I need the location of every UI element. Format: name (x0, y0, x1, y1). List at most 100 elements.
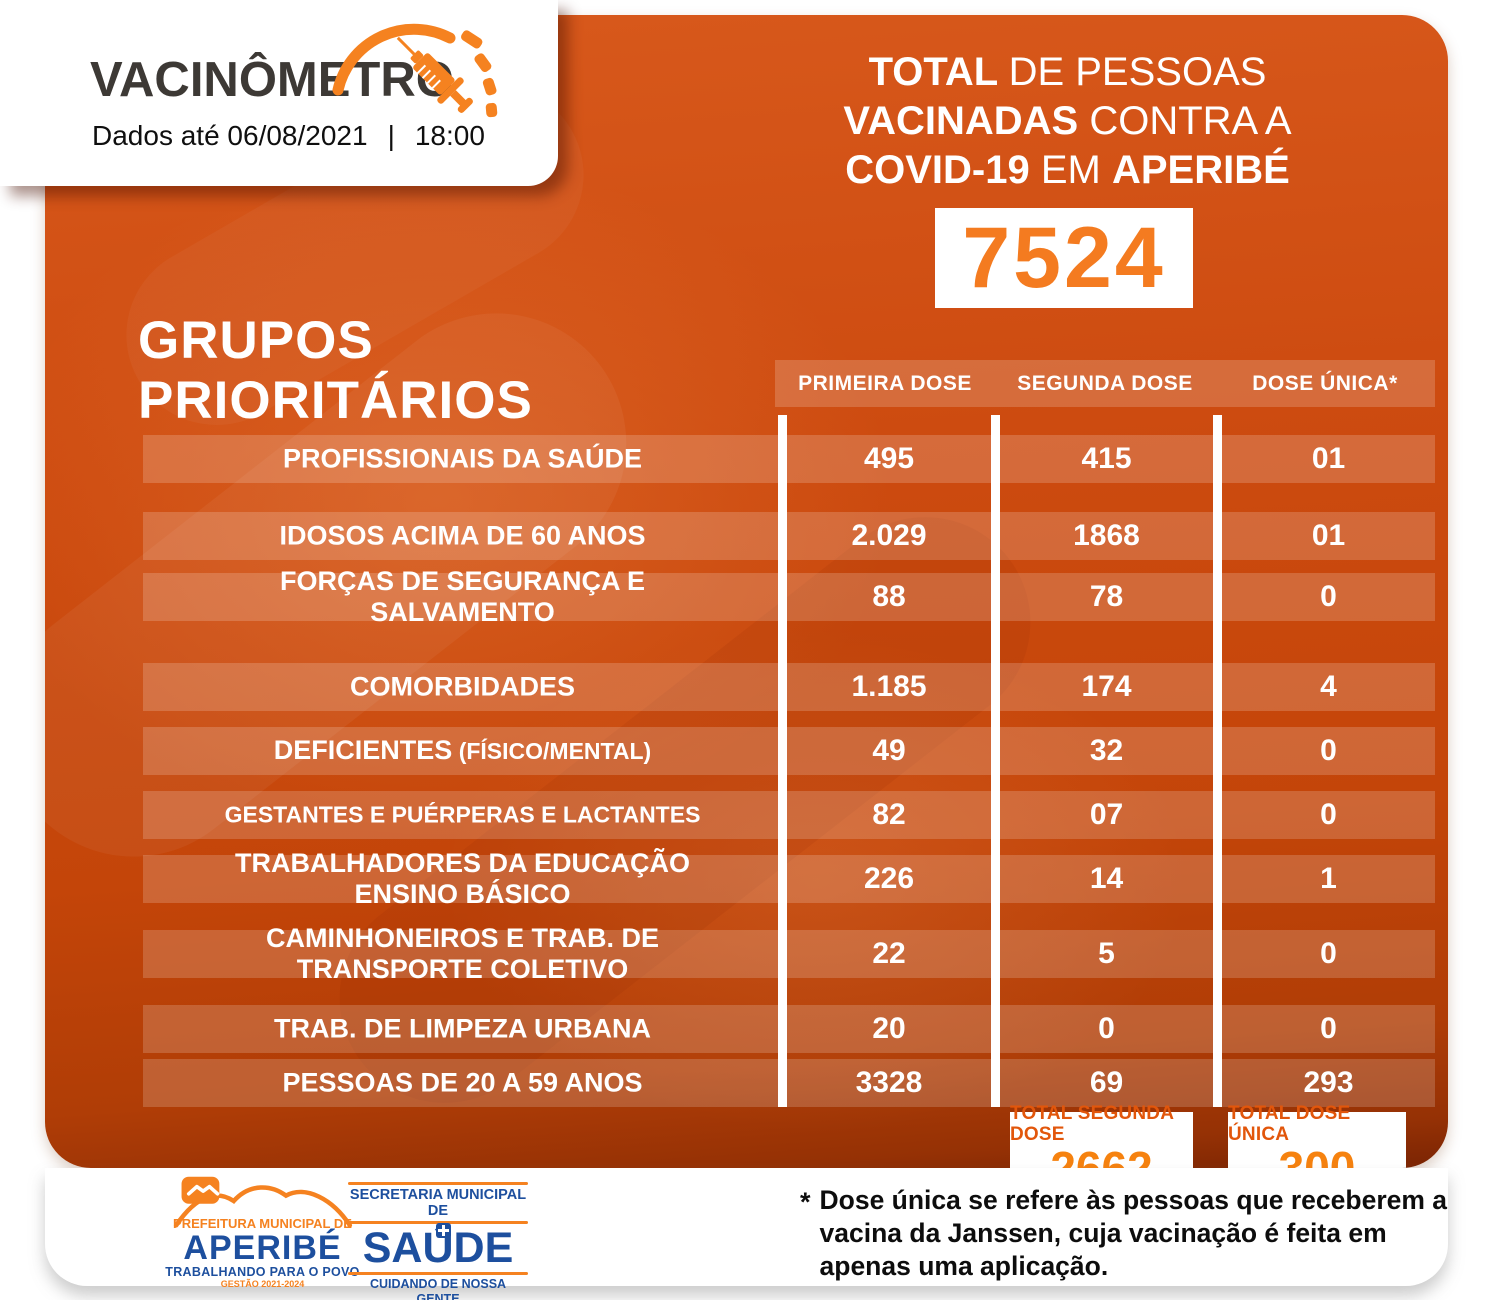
footnote-prefix: Dose única se refere às pessoas que rece… (819, 1185, 1448, 1248)
prefeitura-term: GESTÃO 2021-2024 (220, 1279, 305, 1289)
table-row-label: IDOSOS ACIMA DE 60 ANOS (140, 521, 785, 552)
footnote-text: Dose única se refere às pessoas que rece… (820, 1184, 1455, 1283)
column-divider (1213, 415, 1222, 1107)
table-row-label-line: GESTANTES E PUÉRPERAS E LACTANTES (224, 801, 701, 828)
table-row-label: TRABALHADORES DA EDUCAÇÃO ENSINO BÁSICO (140, 848, 785, 910)
orange-rule (348, 1272, 528, 1275)
prefeitura-line1: PREFEITURA MUNICIPAL DE (173, 1216, 352, 1231)
table-cell-value: 5 (1098, 937, 1115, 970)
table-cell-value: 1868 (1073, 519, 1140, 552)
table-cell-value: 78 (1089, 580, 1124, 613)
table-cell-value: 495 (863, 442, 915, 475)
table-row-label: CAMINHONEIROS E TRAB. DE TRANSPORTE COLET… (140, 923, 785, 985)
saude-slogan: CUIDANDO DE NOSSA GENTE (369, 1277, 507, 1300)
total-box-label: TOTAL DOSE ÚNICA (1228, 1103, 1351, 1145)
total-vaccinated-box: 7524 (935, 208, 1193, 308)
table-cell-value: 174 (1081, 670, 1132, 703)
date-text: Dados até 06/08/2021 (92, 120, 368, 151)
table-row-label-line: SALVAMENTO (370, 597, 555, 627)
table-row-label-line: COMORBIDADES (349, 671, 575, 702)
table-cell-value: 293 (1303, 1066, 1354, 1099)
saude-logo: SECRETARIA MUNICIPAL DE SAÚDE CUIDANDO D… (348, 1180, 528, 1300)
saude-name: SAÚDE (348, 1223, 528, 1270)
table-cell-value: 49 (872, 734, 906, 767)
table-row-label: TRAB. DE LIMPEZA URBANA (140, 1014, 785, 1045)
main-title-segment: VACINADAS (843, 99, 1090, 143)
orange-panel: TOTAL DE PESSOAS VACINADAS CONTRA A COVID-… (45, 15, 1448, 1168)
column-header: PRIMEIRA DOSE (798, 371, 972, 395)
table-row-label-paren: (FÍSICO/MENTAL) (452, 738, 652, 764)
column-divider (778, 415, 787, 1107)
main-title-segment: CONTRA A (1089, 99, 1292, 143)
table-cell-value: 0 (1320, 580, 1337, 613)
orange-rule (348, 1221, 528, 1224)
table-cell-value: 226 (863, 862, 915, 895)
total-box-label: TOTAL SEGUNDA DOSE (1010, 1103, 1174, 1145)
table-cell-value: 0 (1320, 937, 1337, 970)
table-cell-value: 415 (1081, 442, 1132, 475)
main-title-line: COVID-19 EM APERIBÉ (790, 146, 1345, 195)
table-cell-value: 1 (1320, 862, 1337, 895)
prefeitura-logo: PREFEITURA MUNICIPAL DE APERIBÉ TRABALHA… (160, 1174, 365, 1290)
total-box-value: 300 (1278, 1142, 1356, 1168)
table-cell-value: 3328 (855, 1066, 923, 1099)
table-row-label-line: PESSOAS DE 20 A 59 ANOS (282, 1067, 643, 1098)
table-cell-value: 69 (1089, 1066, 1124, 1099)
table-row-label: GESTANTES E PUÉRPERAS E LACTANTES (140, 800, 785, 831)
table-row-label: PROFISSIONAIS DA SAÚDE (140, 444, 785, 475)
column-header: SEGUNDA DOSE (1017, 371, 1193, 395)
total-box-dose-unica: TOTAL DOSE ÚNICA 300 (1228, 1103, 1406, 1168)
column-divider (991, 415, 1000, 1107)
footnote-asterisk: * (800, 1187, 811, 1217)
table-row-label-line: DEFICIENTES (273, 735, 453, 765)
table-row-label-line: ENSINO BÁSICO (354, 879, 571, 909)
main-title-segment: EM (1040, 148, 1112, 192)
table-row-label: COMORBIDADES (140, 672, 785, 703)
total-vaccinated-value: 7524 (962, 209, 1166, 306)
table-row-label: PESSOAS DE 20 A 59 ANOS (140, 1068, 785, 1099)
data-date-line: Dados até 06/08/2021 | 18:00 (92, 120, 485, 152)
logo-card: VACINÔMETRO Dados até 06/08/2021 | 18:00 (0, 0, 558, 186)
orange-rule (348, 1182, 528, 1185)
gauge-syringe-icon (332, 23, 498, 118)
table-row-label-line: TRANSPORTE COLETIVO (296, 954, 629, 984)
table-cell-value: 1.185 (851, 670, 927, 703)
main-title-segment: APERIBÉ (1111, 148, 1290, 192)
total-box-segunda-dose: TOTAL SEGUNDA DOSE 2662 (1010, 1103, 1193, 1168)
main-title-line: VACINADAS CONTRA A (790, 97, 1345, 146)
main-title-segment: TOTAL (868, 50, 1009, 94)
date-separator: | (387, 120, 395, 151)
table-cell-value: 01 (1311, 442, 1346, 475)
main-title-segment: DE PESSOAS (1008, 50, 1267, 94)
table-row-label-line: FORÇAS DE SEGURANÇA E (279, 566, 646, 596)
table-cell-value: 0 (1320, 798, 1337, 831)
medical-cross-icon (436, 1223, 451, 1238)
table-row-label-line: IDOSOS ACIMA DE 60 ANOS (279, 520, 646, 551)
saude-line1: SECRETARIA MUNICIPAL DE (349, 1187, 527, 1219)
prefeitura-slogan: TRABALHANDO PARA O POVO (165, 1265, 360, 1279)
column-header: DOSE ÚNICA* (1252, 371, 1398, 395)
mountains-handshake-icon (173, 1176, 352, 1228)
footnote: * Dose única se refere às pessoas que re… (800, 1184, 1455, 1283)
groups-title: GRUPOS PRIORITÁRIOS (138, 311, 533, 430)
table-cell-value: 20 (872, 1012, 906, 1045)
table-cell-value: 82 (872, 798, 906, 831)
column-headers: PRIMEIRA DOSE SEGUNDA DOSE DOSE ÚNICA* (775, 360, 1435, 407)
footer-band: PREFEITURA MUNICIPAL DE APERIBÉ TRABALHA… (45, 1168, 1448, 1300)
table-row-label-line: TRABALHADORES DA EDUCAÇÃO (235, 848, 690, 878)
footnote-suffix: , cuja vacinação é feita em apenas uma a… (819, 1218, 1387, 1281)
table-row-label: DEFICIENTES (FÍSICO/MENTAL) (140, 735, 785, 767)
table-cell-value: 32 (1089, 734, 1124, 767)
table-cell-value: 07 (1089, 798, 1124, 831)
footnote-janssen: Janssen (947, 1218, 1054, 1248)
main-title-segment: COVID-19 (845, 148, 1041, 192)
time-text: 18:00 (414, 120, 485, 151)
main-title: TOTAL DE PESSOAS VACINADAS CONTRA A COVID-… (790, 48, 1345, 195)
table-cell-value: 0 (1098, 1012, 1115, 1045)
table-cell-value: 0 (1320, 1012, 1337, 1045)
table-cell-value: 22 (872, 937, 906, 970)
table-row-label-line: TRAB. DE LIMPEZA URBANA (274, 1013, 651, 1044)
total-box-value: 2662 (1050, 1142, 1153, 1168)
table-cell-value: 14 (1089, 862, 1124, 895)
